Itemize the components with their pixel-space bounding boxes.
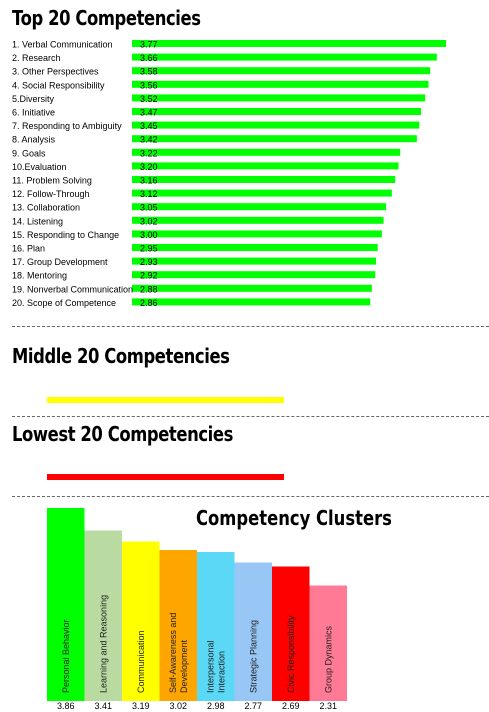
value-label: 3.16 [140,176,158,186]
cluster-category-label: Communication [136,630,146,693]
category-label: 14. Listening [12,216,63,226]
bar-16 [132,244,378,251]
category-label: 13. Collaboration [12,203,80,213]
cluster-bar-1 [47,508,85,701]
value-label: 3.66 [140,53,158,63]
value-label: 2.88 [140,284,158,294]
category-label: 8. Analysis [12,135,56,145]
category-label: 4. Social Responsibility [12,80,105,90]
cluster-category-label: Learning and Reasoning [98,595,108,693]
bar-20 [132,298,371,306]
category-label: 10.Evaluation [12,162,67,172]
category-label: 19. Nonverbal Communication [12,284,133,294]
value-label: 3.56 [140,80,158,90]
value-label: 2.95 [140,244,158,254]
middle-competencies-title: Middle 20 Competencies [12,344,230,368]
bar-2 [132,53,437,61]
value-label: 3.77 [140,40,158,50]
value-label: 3.00 [140,230,158,240]
category-label: 17. Group Development [12,257,108,267]
value-label: 3.42 [140,135,158,145]
bar-18 [132,271,376,279]
cluster-bar-5 [197,552,235,701]
category-label: 12. Follow-Through [12,189,90,199]
cluster-value-label: 3.02 [169,701,187,711]
section-divider [12,326,489,327]
bar-17 [132,257,377,265]
cluster-bar-2 [84,530,122,701]
section-divider [12,416,489,417]
bar-8 [132,135,417,143]
category-label: 7. Responding to Ambiguity [12,121,122,131]
cluster-category-label: Interpersonal [205,640,215,693]
value-label: 3.20 [140,162,158,172]
category-label: 20. Scope of Competence [12,298,116,308]
top-competencies-title: Top 20 Competencies [12,6,201,30]
bar-3 [132,67,431,75]
bar-19 [132,284,372,292]
value-label: 3.47 [140,108,158,118]
value-label: 2.93 [140,257,158,267]
competency-clusters-chart: Personal Behavior 3.86 Learning and Reason… [47,508,347,711]
bar-15 [132,230,382,238]
cluster-category-label: Development [179,639,189,693]
middle-competencies-bar [47,397,284,403]
cluster-bar-7 [272,566,310,701]
bar-6 [132,108,422,115]
value-label: 3.12 [140,189,158,199]
category-label: 5.Diversity [12,94,55,104]
cluster-value-label: 3.41 [94,701,112,711]
value-label: 3.02 [140,216,158,226]
value-label: 3.45 [140,121,158,131]
value-label: 3.58 [140,67,158,77]
cluster-category-label: Personal Behavior [61,619,71,693]
category-label: 9. Goals [12,148,46,158]
category-label: 3. Other Perspectives [12,67,99,77]
lowest-competencies-title: Lowest 20 Competencies [12,422,233,446]
category-label: 1. Verbal Communication [12,40,113,50]
bar-1 [132,40,446,47]
cluster-value-label: 2.77 [244,701,262,711]
category-label: 18. Mentoring [12,271,67,281]
category-label: 11. Problem Solving [12,176,92,186]
cluster-bar-8 [309,585,347,701]
bar-5 [132,94,426,102]
cluster-bar-4 [159,550,197,701]
cluster-bar-3 [122,541,160,701]
cluster-category-label: Strategic Planning [248,620,258,693]
top-competencies-chart: 1. Verbal Communication 3.77 2. Research 3.… [12,40,446,308]
bar-9 [132,148,401,156]
value-label: 3.05 [140,203,158,213]
value-label: 3.22 [140,148,158,158]
cluster-category-label: Interaction [216,651,226,693]
bar-14 [132,216,384,224]
category-label: 6. Initiative [12,108,55,118]
value-label: 3.52 [140,94,158,104]
cluster-bar-6 [234,562,272,701]
bar-11 [132,176,396,183]
cluster-category-label: Self-Awareness and [168,613,178,693]
bar-4 [132,80,429,88]
bar-10 [132,162,399,170]
category-label: 2. Research [12,53,61,63]
cluster-value-label: 2.69 [282,701,300,711]
bar-13 [132,203,387,211]
bar-7 [132,121,420,129]
value-label: 2.86 [140,298,158,308]
competency-clusters-title: Competency Clusters [196,506,392,530]
section-divider [12,496,489,497]
category-label: 16. Plan [12,244,45,254]
cluster-category-label: Group Dynamics [323,625,333,693]
cluster-value-label: 3.19 [132,701,150,711]
cluster-value-label: 2.98 [207,701,225,711]
cluster-value-label: 2.31 [319,701,337,711]
category-label: 15. Responding to Change [12,230,119,240]
lowest-competencies-bar [47,474,284,480]
bar-12 [132,189,392,197]
value-label: 2.92 [140,271,158,281]
cluster-category-label: Civic Responsibility [286,615,296,693]
cluster-value-label: 3.86 [57,701,75,711]
